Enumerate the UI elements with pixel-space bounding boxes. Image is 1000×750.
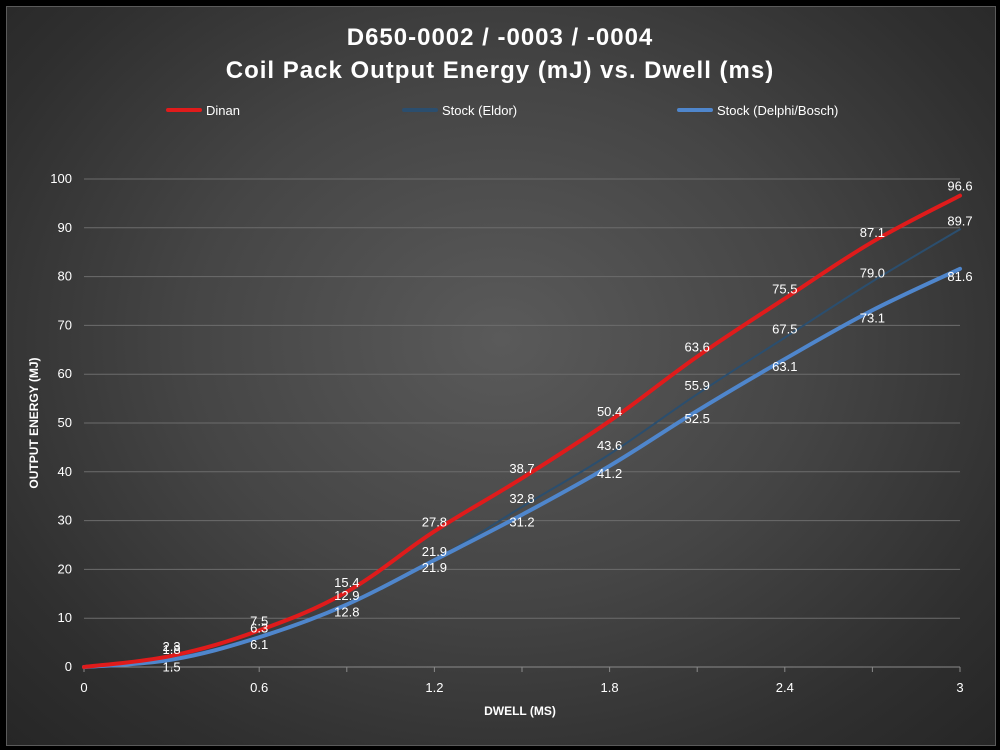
legend-item-dinan: Dinan (166, 101, 240, 119)
data-label-stock-delphi-bosch: 81.6 (947, 269, 972, 284)
data-label-stock-eldor: 6.3 (250, 620, 268, 635)
y-tick-label: 90 (58, 220, 72, 235)
legend-item-stock-eldor: Stock (Eldor) (402, 101, 517, 119)
data-labels: 2.3 7.5 15.4 27.8 38.7 50.4 63.6 75.5 87.1 96.6 1.… (163, 179, 973, 675)
data-label-stock-delphi-bosch: 21.9 (422, 560, 447, 575)
data-label-stock-eldor: 55.9 (685, 378, 710, 393)
y-axis-title: OUTPUT ENERGY (MJ) (27, 357, 41, 488)
data-label-stock-eldor: 21.9 (422, 544, 447, 559)
legend-swatch-dinan (166, 108, 202, 112)
x-axis-title: DWELL (MS) (484, 704, 556, 718)
data-label-dinan: 27.8 (422, 514, 447, 529)
legend-swatch-stock-delphi-bosch (677, 108, 713, 112)
legend-label-dinan: Dinan (206, 102, 240, 118)
chart-subtitle: Coil Pack Output Energy (mJ) vs. Dwell (… (225, 57, 775, 84)
data-label-dinan: 2.3 (163, 639, 181, 654)
x-tick-label: 2.4 (776, 680, 794, 695)
gridlines (84, 178, 960, 619)
y-tick-label: 50 (58, 415, 72, 430)
data-label-dinan: 63.6 (685, 340, 710, 355)
data-label-dinan: 87.1 (860, 225, 885, 240)
data-label-stock-eldor: 32.8 (509, 491, 534, 506)
data-label-stock-delphi-bosch: 6.1 (250, 637, 268, 652)
data-label-stock-delphi-bosch: 12.8 (334, 605, 359, 620)
data-label-stock-delphi-bosch: 1.5 (163, 660, 181, 675)
data-label-dinan: 7.5 (250, 613, 268, 628)
y-tick-label: 10 (58, 610, 72, 625)
y-tick-label: 30 (58, 513, 72, 528)
y-tick-label: 20 (58, 561, 72, 576)
x-tick-label: 3 (956, 680, 963, 695)
axes: 0 10 20 30 40 50 60 70 80 90 100 0 0.6 1.2 1.8 2.4 3 (50, 171, 963, 695)
data-label-stock-delphi-bosch: 52.5 (685, 411, 710, 426)
data-label-dinan: 38.7 (509, 461, 534, 476)
x-tick-label: 1.2 (425, 680, 443, 695)
y-tick-label: 100 (50, 171, 72, 186)
data-label-stock-eldor: 67.5 (772, 322, 797, 337)
x-tick-label: 0.6 (250, 680, 268, 695)
chart-title: D650-0002 / -0003 / -0004 (346, 24, 654, 51)
data-label-dinan: 96.6 (947, 179, 972, 194)
legend-label-stock-eldor: Stock (Eldor) (442, 102, 518, 118)
legend-label-stock-delphi-bosch: Stock (Delphi/Bosch) (717, 102, 839, 118)
series-line-dinan (82, 193, 962, 669)
chart-frame (6, 6, 996, 746)
data-label-dinan: 75.5 (772, 282, 797, 297)
data-label-stock-eldor: 12.9 (334, 588, 359, 603)
y-tick-label: 0 (65, 659, 72, 674)
data-label-stock-delphi-bosch: 31.2 (509, 515, 534, 530)
x-tick-label: 0 (80, 680, 87, 695)
data-label-stock-eldor: 1.8 (163, 642, 181, 657)
data-label-stock-eldor: 79.0 (860, 265, 885, 280)
data-label-dinan: 50.4 (597, 404, 622, 419)
data-label-dinan: 15.4 (334, 575, 359, 590)
legend-swatch-stock-eldor (402, 108, 438, 112)
data-label-stock-delphi-bosch: 63.1 (772, 359, 797, 374)
data-label-stock-delphi-bosch: 41.2 (597, 466, 622, 481)
y-tick-label: 40 (58, 464, 72, 479)
y-tick-label: 80 (58, 269, 72, 284)
series-line-stock-delphi-bosch (82, 266, 962, 669)
data-label-stock-eldor: 43.6 (597, 438, 622, 453)
series-line-stock-eldor (83, 228, 961, 668)
data-label-stock-eldor: 89.7 (947, 213, 972, 228)
data-label-stock-delphi-bosch: 73.1 (860, 310, 885, 325)
series-lines (82, 193, 962, 669)
legend-item-stock-delphi-bosch: Stock (Delphi/Bosch) (677, 101, 838, 119)
y-tick-label: 60 (58, 366, 72, 381)
y-tick-label: 70 (58, 317, 72, 332)
x-tick-label: 1.8 (601, 680, 619, 695)
